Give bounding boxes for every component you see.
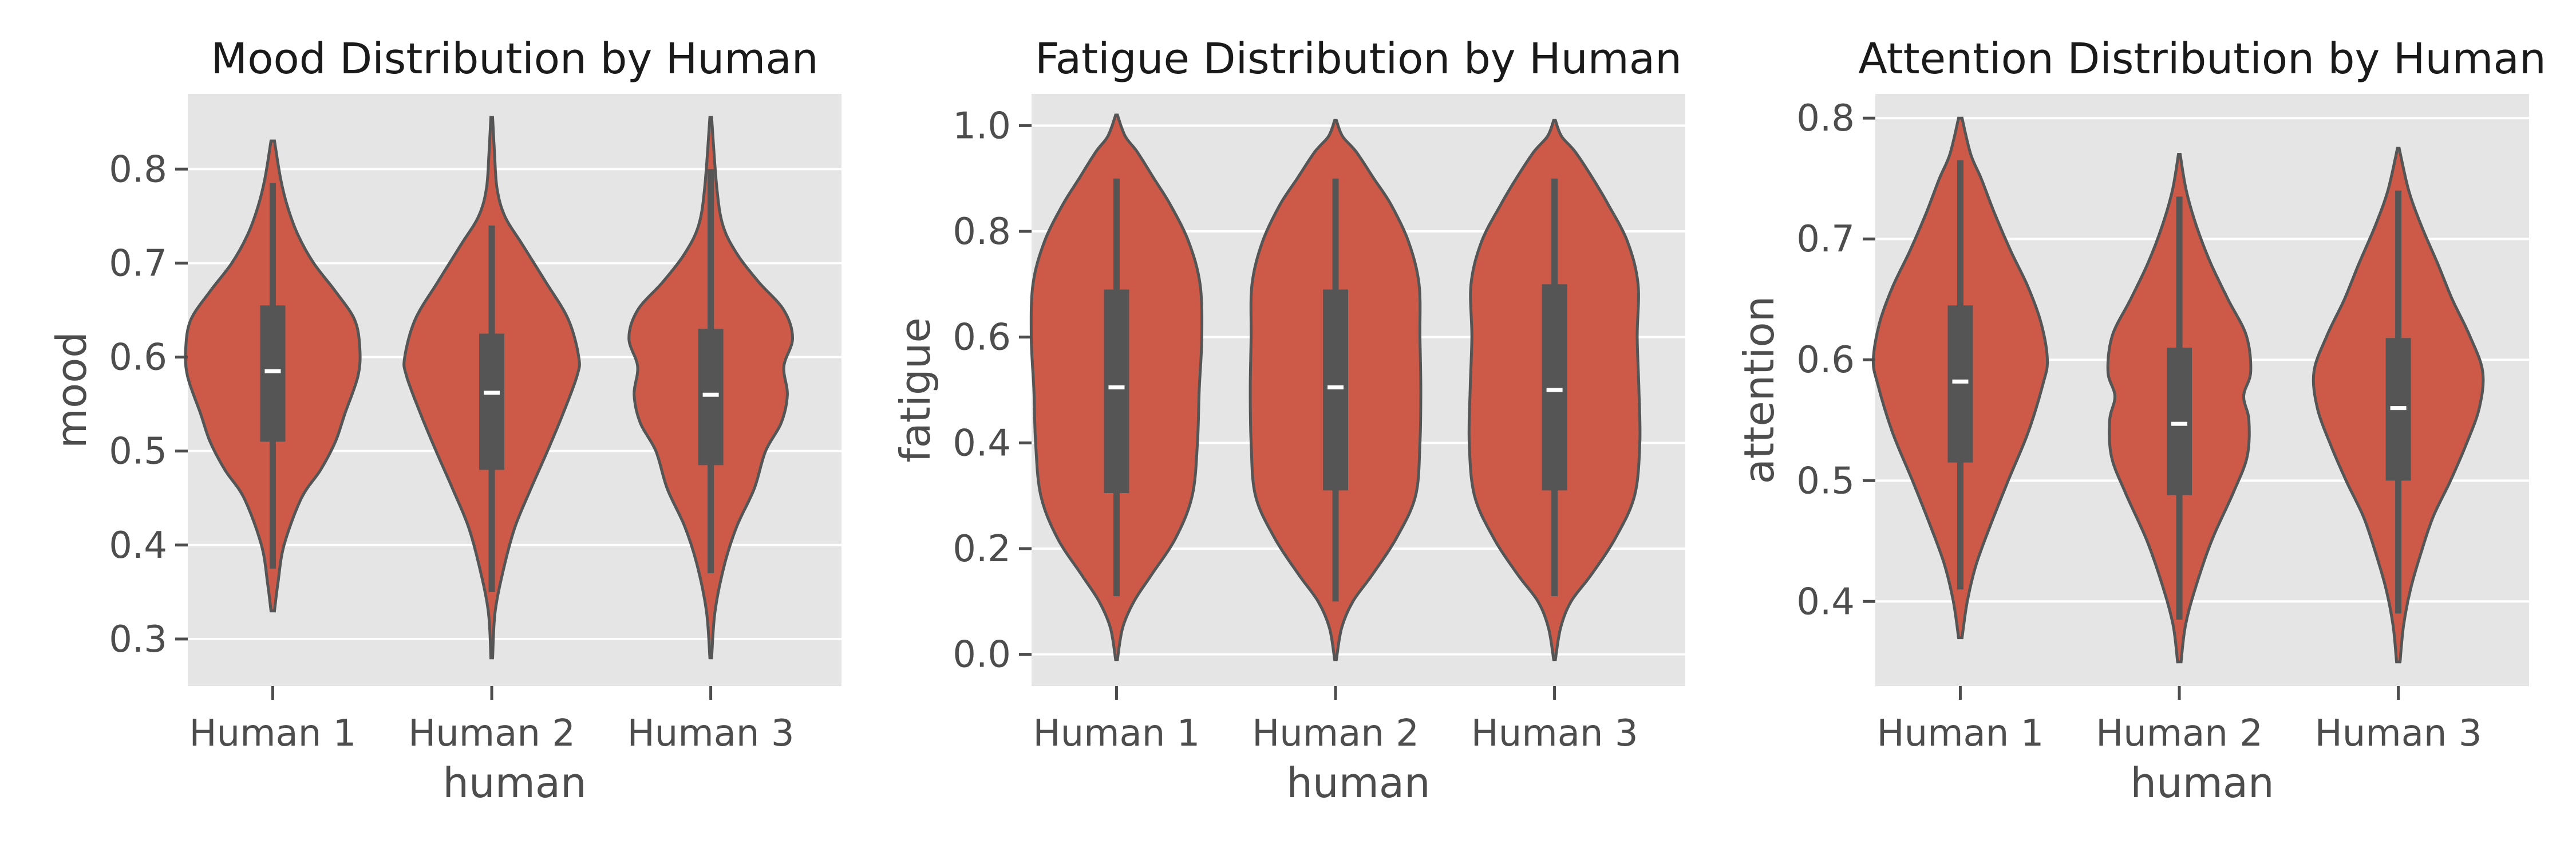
mood-x-tick-label: Human 1 — [189, 712, 357, 755]
attention-chart-title: Attention Distribution by Human — [1858, 34, 2546, 84]
attention-y-tick-label: 0.7 — [1796, 218, 1855, 261]
mood-iqr-box — [479, 333, 505, 470]
attention-y-tick-label: 0.6 — [1796, 339, 1855, 381]
mood-violins — [184, 116, 795, 660]
mood-y-tick-label: 0.6 — [109, 337, 167, 379]
mood-iqr-box — [698, 329, 724, 466]
attention-y-tick-label: 0.8 — [1796, 97, 1855, 140]
fatigue-y-tick-label: 0.4 — [953, 422, 1011, 464]
fatigue-iqr-box — [1104, 289, 1129, 494]
attention-iqr-box — [2167, 348, 2192, 495]
attention-y-tick-label: 0.4 — [1796, 581, 1855, 623]
fatigue-y-tick-label: 0.6 — [953, 317, 1011, 359]
fatigue-y-axis: 0.0 0.2 0.4 0.6 0.8 1.0 — [953, 105, 1032, 676]
attention-x-axis: Human 1 Human 2 Human 3 — [1877, 686, 2482, 755]
mood-panel: 0.3 0.4 0.5 0.6 0.7 0.8 Human 1 Human 2 Human 3… — [48, 34, 841, 807]
mood-y-axis-label: mood — [48, 332, 96, 448]
attention-panel: 0.4 0.5 0.6 0.7 0.8 Human 1 Human 2 Human 3 At… — [1735, 34, 2546, 807]
fatigue-y-tick-label: 1.0 — [953, 105, 1011, 147]
mood-x-tick-label: Human 2 — [408, 712, 575, 755]
fatigue-chart-title: Fatigue Distribution by Human — [1035, 34, 1682, 84]
attention-y-axis-label: attention — [1735, 296, 1783, 484]
attention-y-axis: 0.4 0.5 0.6 0.7 0.8 — [1796, 97, 1875, 623]
mood-x-axis: Human 1 Human 2 Human 3 — [189, 686, 795, 755]
attention-x-tick-label: Human 1 — [1877, 712, 2044, 755]
mood-chart-title: Mood Distribution by Human — [211, 34, 818, 84]
fatigue-panel: 0.0 0.2 0.4 0.6 0.8 1.0 Human 1 Human 2 Human 3… — [891, 34, 1685, 807]
mood-y-tick-label: 0.4 — [109, 525, 167, 567]
mood-y-tick-label: 0.7 — [109, 242, 167, 285]
fatigue-x-axis-label: human — [1286, 759, 1430, 807]
attention-x-tick-label: Human 3 — [2315, 712, 2482, 755]
fatigue-y-tick-label: 0.2 — [953, 528, 1011, 570]
attention-x-axis-label: human — [2130, 759, 2274, 807]
mood-x-tick-label: Human 3 — [627, 712, 795, 755]
mood-y-axis: 0.3 0.4 0.5 0.6 0.7 0.8 — [109, 148, 188, 661]
mood-iqr-box — [260, 305, 286, 442]
fatigue-violins — [1029, 113, 1642, 661]
fatigue-y-axis-label: fatigue — [891, 317, 939, 462]
fatigue-y-tick-label: 0.0 — [953, 634, 1011, 676]
attention-y-tick-label: 0.5 — [1796, 460, 1855, 502]
fatigue-x-tick-label: Human 3 — [1471, 712, 1638, 755]
attention-x-tick-label: Human 2 — [2096, 712, 2263, 755]
mood-y-tick-label: 0.3 — [109, 618, 167, 661]
mood-y-tick-label: 0.8 — [109, 148, 167, 191]
fatigue-y-tick-label: 0.8 — [953, 211, 1011, 253]
mood-x-axis-label: human — [442, 759, 586, 807]
fatigue-iqr-box — [1323, 289, 1349, 491]
fatigue-iqr-box — [1542, 284, 1567, 491]
attention-iqr-box — [1947, 305, 1973, 463]
fatigue-x-tick-label: Human 2 — [1252, 712, 1419, 755]
attention-violins — [1871, 116, 2485, 664]
fatigue-x-axis: Human 1 Human 2 Human 3 — [1033, 686, 1638, 755]
mood-y-tick-label: 0.5 — [109, 431, 167, 473]
fatigue-x-tick-label: Human 1 — [1033, 712, 1200, 755]
